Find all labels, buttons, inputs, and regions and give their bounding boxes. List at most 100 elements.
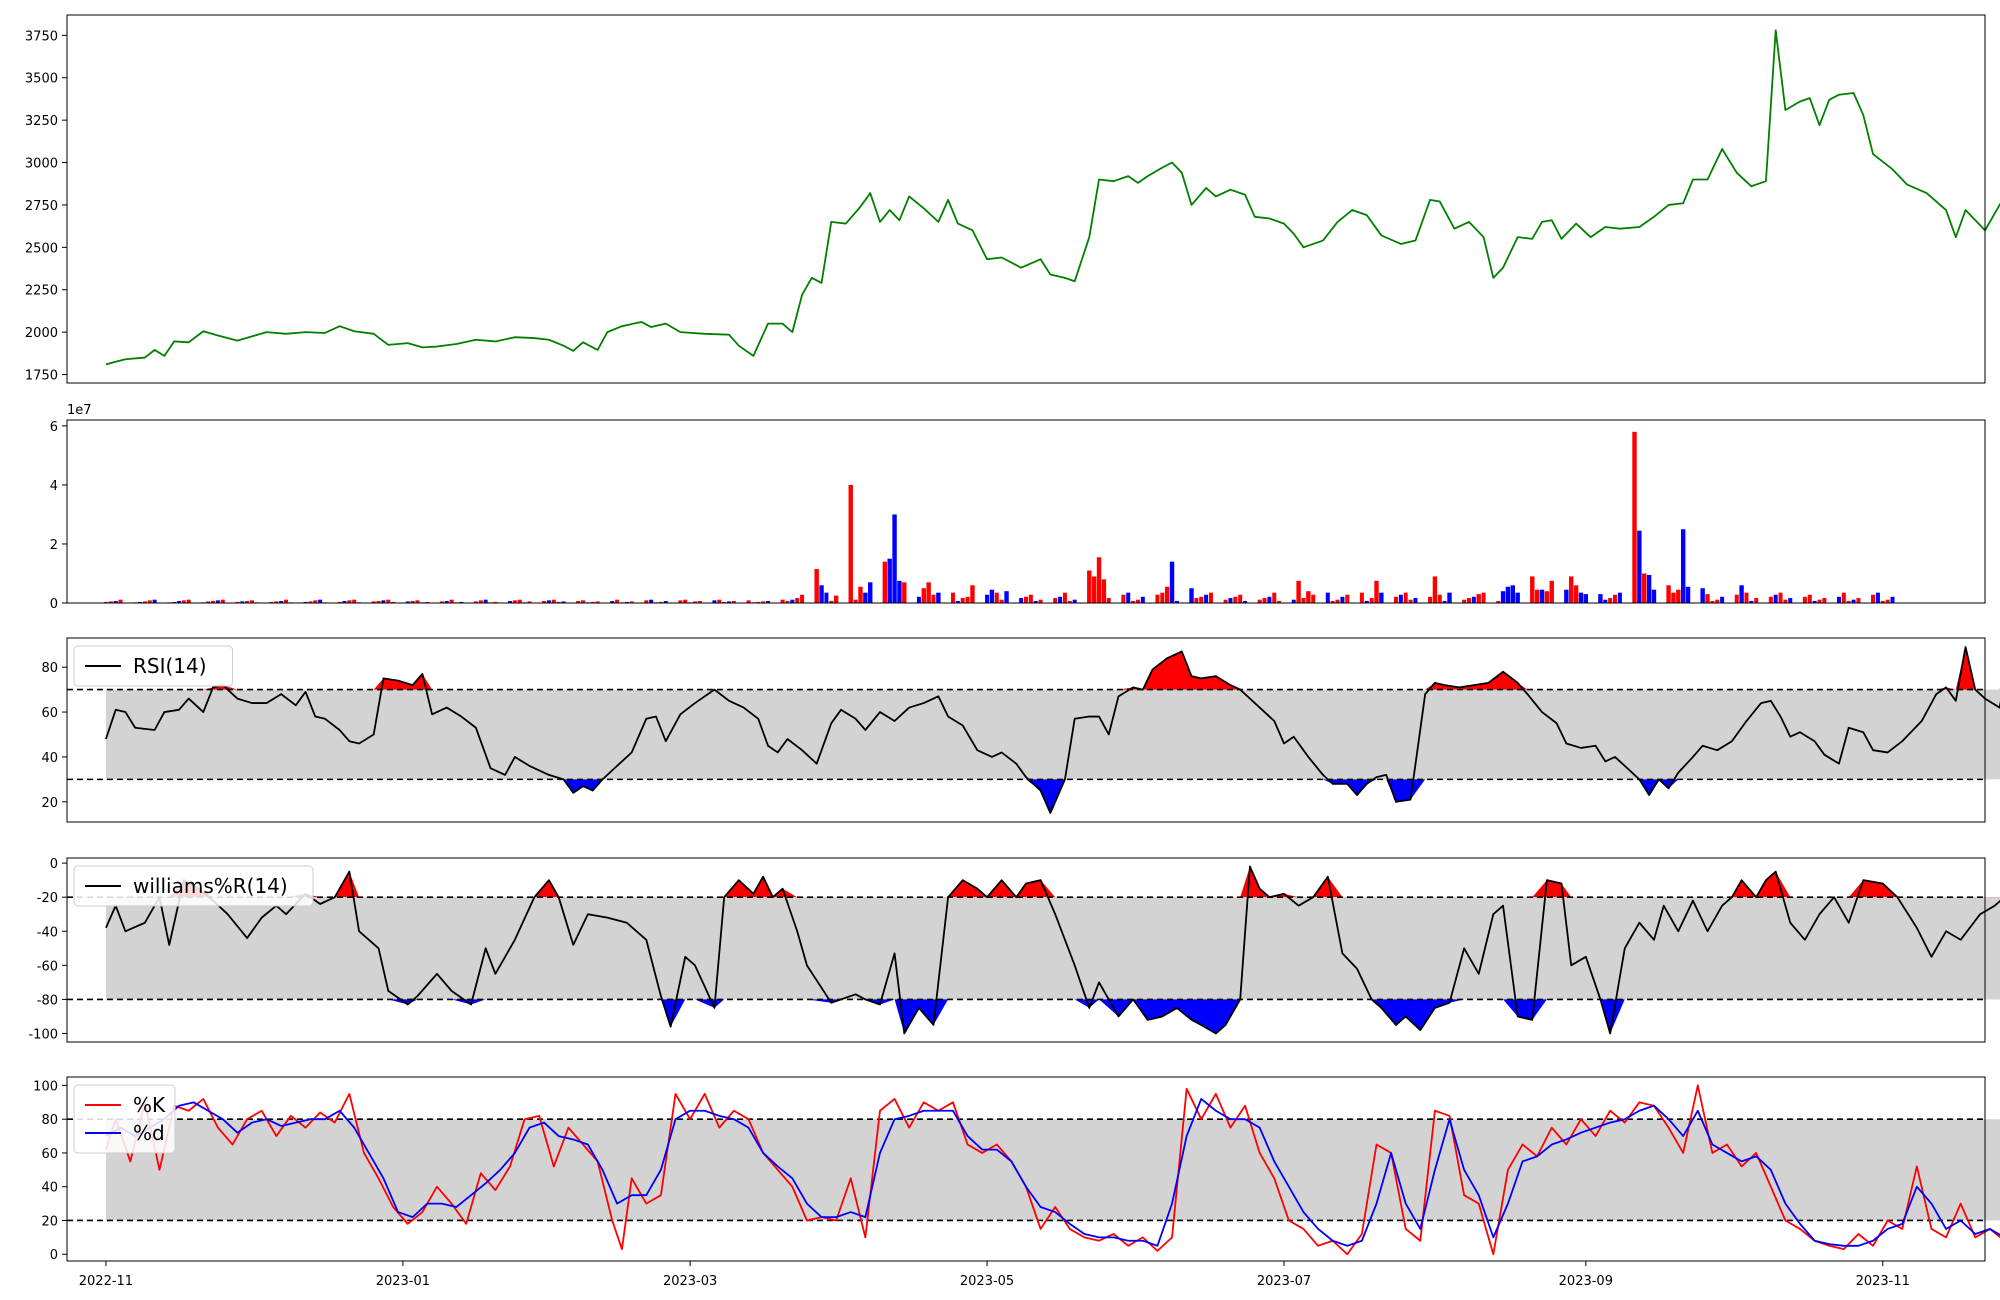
volume-ytick-label: 6 <box>50 420 58 435</box>
volume-bar <box>678 600 683 603</box>
volume-bar <box>1398 594 1403 603</box>
rsi-band <box>105 689 2000 780</box>
volume-bar <box>1359 592 1364 603</box>
volume-bar <box>1096 557 1102 603</box>
volume-bar <box>1160 592 1165 603</box>
volume-bar <box>921 588 926 603</box>
volume-bar <box>147 600 152 603</box>
volume-bar <box>1583 594 1589 603</box>
volume-bar <box>181 600 186 603</box>
volume-bar <box>868 582 873 603</box>
stochastic-ytick-label: 80 <box>41 1113 58 1128</box>
volume-bar <box>410 601 415 603</box>
volume-bar <box>1311 594 1316 603</box>
volume-bar <box>1238 594 1243 603</box>
volume-bar <box>1223 599 1228 603</box>
volume-bar <box>1680 529 1686 603</box>
volume-bar <box>1131 600 1136 603</box>
volume-bar <box>717 599 722 603</box>
stochastic-frame <box>66 1076 1986 1262</box>
volume-bar <box>1817 599 1822 603</box>
rsi-legend-label: RSI(14) <box>133 654 207 678</box>
volume-bar <box>1169 561 1175 603</box>
rsi-ytick-label: 80 <box>41 661 58 676</box>
williams-ytick-label: -20 <box>37 891 58 906</box>
volume-bar <box>1890 596 1895 603</box>
stochastic-band <box>105 1119 2000 1221</box>
volume-bar <box>1500 591 1506 603</box>
volume-bar <box>1802 596 1807 603</box>
volume-bar <box>722 601 727 603</box>
volume-bar <box>1768 596 1773 603</box>
rsi-frame <box>66 637 1986 823</box>
volume-bar <box>1087 570 1092 603</box>
volume-offset-text: 1e7 <box>67 403 92 418</box>
volume-bar <box>1822 598 1827 603</box>
williams-ytick-label: 0 <box>50 857 58 872</box>
volume-bar <box>220 599 225 603</box>
volume-bar <box>1033 600 1038 603</box>
volume-bar <box>1364 600 1369 603</box>
volume-bar <box>1807 594 1812 603</box>
volume-bar <box>1301 598 1306 603</box>
volume-bar <box>746 600 751 603</box>
x-tick-label: 2022-11 <box>79 1274 133 1289</box>
price-ytick-label: 3250 <box>25 114 58 129</box>
volume-bar <box>444 601 449 603</box>
volume-bar <box>581 600 586 603</box>
volume-bar <box>1510 585 1516 603</box>
volume-bar <box>780 599 785 603</box>
volume-bar <box>517 599 522 603</box>
williams-ytick-label: -40 <box>37 925 58 940</box>
volume-bar <box>493 601 498 603</box>
williams-legend-box <box>73 865 314 907</box>
volume-bar <box>1174 600 1179 603</box>
volume-bar <box>103 601 108 603</box>
volume-bar <box>833 595 839 603</box>
volume-bar <box>1437 594 1442 603</box>
volume-bar <box>1379 592 1384 603</box>
price-frame <box>66 14 1986 384</box>
volume-bar <box>882 561 888 603</box>
volume-bar <box>1306 591 1311 603</box>
volume-bar <box>542 601 547 603</box>
volume-bar <box>118 599 123 603</box>
volume-bar <box>215 600 220 603</box>
price-ytick-label: 2750 <box>25 199 58 214</box>
volume-bar <box>473 601 478 603</box>
volume-bar <box>1632 431 1637 603</box>
williams-panel <box>67 865 2000 1035</box>
volume-bar <box>352 599 357 603</box>
volume-bar <box>595 601 600 603</box>
rsi-overbought-fill <box>105 646 2000 690</box>
volume-bar <box>897 580 902 603</box>
volume-bar <box>1189 588 1194 603</box>
volume-bar <box>439 601 444 603</box>
volume-frame <box>66 419 1986 604</box>
volume-bar <box>970 585 975 603</box>
volume-bar <box>731 601 736 603</box>
volume-bar <box>950 592 955 603</box>
volume-bar <box>1539 589 1545 603</box>
x-tick-label: 2023-07 <box>1257 1274 1311 1289</box>
volume-bar <box>1880 600 1885 603</box>
volume-bar <box>1101 579 1107 603</box>
volume-bar <box>483 599 488 603</box>
volume-bar <box>1262 598 1267 603</box>
volume-bar <box>697 601 702 603</box>
volume-bar <box>386 599 391 603</box>
volume-bar <box>186 599 191 603</box>
volume-bar <box>1091 576 1097 603</box>
x-tick-label: 2023-05 <box>960 1274 1014 1289</box>
volume-bar <box>1053 598 1058 603</box>
volume-bar <box>1578 592 1584 603</box>
volume-bar <box>269 601 274 603</box>
volume-bar <box>1374 580 1379 603</box>
volume-bar <box>1496 600 1501 603</box>
volume-bar <box>1257 599 1262 603</box>
volume-bar <box>1734 594 1739 603</box>
volume-bar <box>1447 592 1452 603</box>
volume-bar <box>1277 600 1282 603</box>
volume-bar <box>507 601 512 603</box>
volume-bar <box>1749 600 1754 603</box>
